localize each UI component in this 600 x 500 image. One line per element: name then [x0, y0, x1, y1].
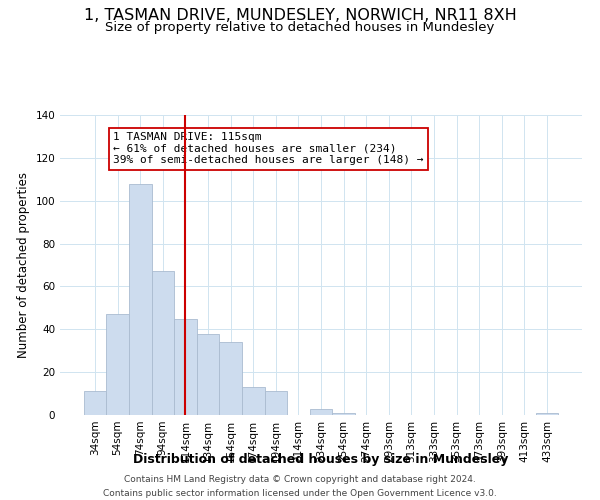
Bar — [174, 318, 197, 415]
Bar — [265, 392, 287, 415]
Bar — [129, 184, 152, 415]
Bar — [242, 387, 265, 415]
Bar — [197, 334, 220, 415]
Bar — [152, 272, 174, 415]
Text: 1, TASMAN DRIVE, MUNDESLEY, NORWICH, NR11 8XH: 1, TASMAN DRIVE, MUNDESLEY, NORWICH, NR1… — [83, 8, 517, 22]
Text: Size of property relative to detached houses in Mundesley: Size of property relative to detached ho… — [106, 21, 494, 34]
Y-axis label: Number of detached properties: Number of detached properties — [17, 172, 30, 358]
Bar — [84, 392, 106, 415]
Bar — [310, 408, 332, 415]
Text: Contains HM Land Registry data © Crown copyright and database right 2024.
Contai: Contains HM Land Registry data © Crown c… — [103, 476, 497, 498]
Bar — [536, 413, 558, 415]
Bar — [332, 413, 355, 415]
Text: 1 TASMAN DRIVE: 115sqm
← 61% of detached houses are smaller (234)
39% of semi-de: 1 TASMAN DRIVE: 115sqm ← 61% of detached… — [113, 132, 424, 166]
Text: Distribution of detached houses by size in Mundesley: Distribution of detached houses by size … — [133, 452, 509, 466]
Bar — [220, 342, 242, 415]
Bar — [106, 314, 129, 415]
